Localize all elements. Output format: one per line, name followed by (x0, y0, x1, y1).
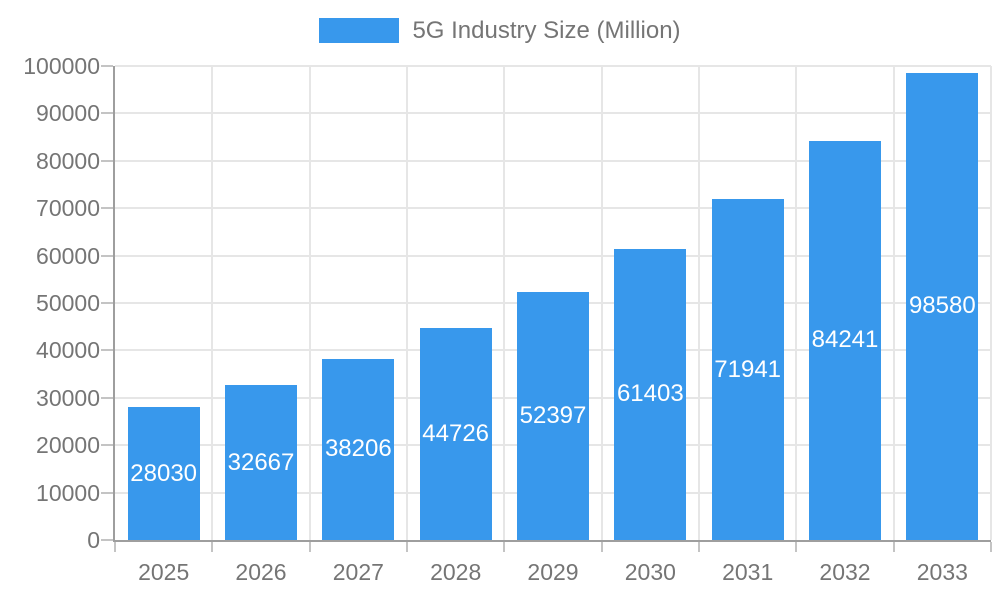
legend-label: 5G Industry Size (Million) (412, 16, 681, 44)
x-tick-label: 2027 (332, 559, 384, 585)
x-tick-label: 2033 (916, 559, 968, 585)
y-axis-tick (101, 396, 113, 399)
x-tick-label: 2028 (430, 559, 482, 585)
y-tick-label: 100000 (23, 53, 100, 79)
x-axis-tick (406, 542, 408, 552)
x-axis-tick (308, 542, 311, 552)
y-tick-label: 20000 (36, 432, 100, 459)
bar: 98580 (906, 72, 979, 540)
y-axis-tick (101, 112, 113, 115)
y-axis-tick (101, 65, 113, 67)
x-tick-label: 2031 (722, 559, 774, 585)
y-axis-tick (101, 254, 113, 257)
y-axis-tick (101, 159, 113, 162)
bar-value-label: 32667 (227, 448, 295, 476)
gridline-vertical (795, 66, 798, 540)
x-tick-label: 2030 (624, 559, 676, 585)
bar-value-label: 38206 (324, 435, 392, 463)
bar: 44726 (419, 328, 492, 540)
gridline-vertical (600, 66, 603, 540)
bar: 71941 (711, 199, 784, 540)
gridline-vertical (990, 66, 992, 540)
y-axis-line (113, 66, 115, 540)
y-tick-label: 40000 (36, 337, 100, 364)
gridline-horizontal (115, 254, 991, 257)
x-axis-tick (892, 542, 895, 552)
x-tick-label: 2029 (527, 559, 579, 585)
gridline-vertical (698, 66, 700, 540)
bar: 61403 (614, 248, 687, 540)
y-tick-label: 50000 (36, 290, 100, 316)
y-tick-label: 30000 (36, 384, 100, 411)
x-axis-tick (600, 542, 603, 552)
x-axis-tick (698, 542, 700, 552)
gridline-horizontal (115, 207, 991, 210)
bar-value-label: 28030 (130, 459, 198, 487)
plot-area: 28030 32667 38206 44726 52397 61403 71941 84241… (101, 65, 992, 552)
y-tick-label: 70000 (36, 195, 100, 222)
bar-value-label: 98580 (908, 292, 976, 320)
legend-swatch-icon (319, 18, 400, 43)
bar-value-label: 71941 (714, 355, 782, 383)
y-axis-tick (101, 207, 113, 210)
y-tick-label: 90000 (36, 100, 100, 127)
bar: 32667 (225, 385, 297, 540)
bar: 84241 (809, 140, 881, 540)
gridline-vertical (503, 66, 506, 540)
y-axis-tick (101, 349, 113, 352)
bar: 38206 (322, 358, 395, 540)
gridline-horizontal (115, 159, 991, 162)
bar: 52397 (517, 291, 589, 540)
gridline-vertical (308, 66, 311, 540)
y-axis-tick (101, 539, 113, 541)
y-tick-label: 60000 (36, 242, 100, 269)
gridline-vertical (211, 66, 214, 540)
bar: 28030 (127, 407, 200, 540)
x-tick-label: 2025 (138, 559, 190, 585)
x-axis-tick (795, 542, 798, 552)
x-axis-tick (211, 542, 214, 552)
y-axis-tick (101, 302, 113, 304)
y-tick-label: 80000 (36, 147, 100, 174)
bar-value-label: 61403 (616, 380, 684, 408)
legend: 5G Industry Size (Million) (0, 16, 1000, 45)
x-axis-line (113, 540, 991, 542)
gridline-horizontal (115, 112, 991, 115)
gridline-vertical (406, 66, 408, 540)
legend-item[interactable]: 5G Industry Size (Million) (319, 16, 681, 45)
y-axis-tick (101, 491, 113, 494)
x-tick-label: 2026 (235, 559, 287, 585)
bar-value-label: 84241 (811, 326, 879, 354)
bar-value-label: 44726 (422, 420, 490, 447)
y-tick-label: 10000 (36, 479, 100, 506)
y-axis-tick (101, 444, 113, 447)
bar-value-label: 52397 (519, 401, 587, 429)
y-tick-label: 0 (87, 527, 100, 553)
x-axis-tick (990, 542, 992, 552)
x-axis-tick (114, 542, 116, 552)
gridline-horizontal (115, 65, 991, 67)
gridline-vertical (892, 66, 895, 540)
x-tick-label: 2032 (819, 559, 871, 585)
x-axis-tick (503, 542, 506, 552)
